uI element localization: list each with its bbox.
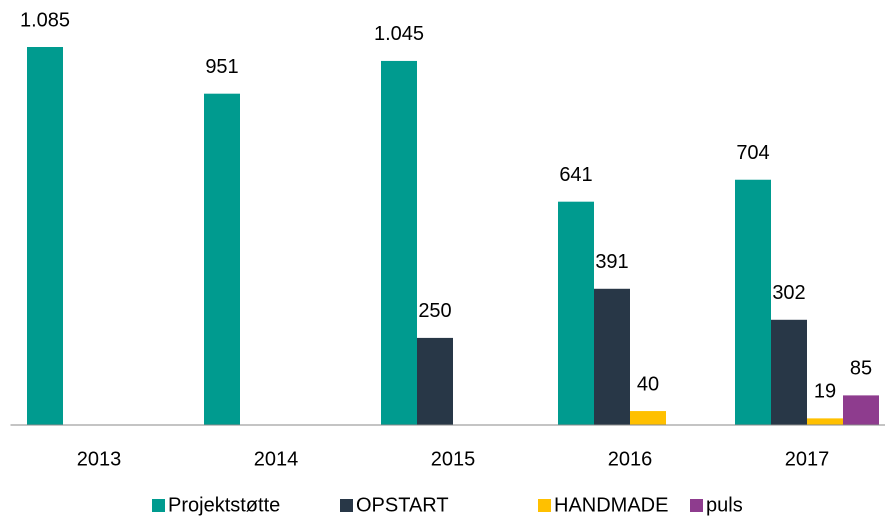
data-label: 250 — [418, 300, 451, 322]
bar — [771, 319, 807, 425]
data-label: 1.045 — [374, 23, 424, 45]
bar — [594, 288, 630, 425]
data-label: 704 — [736, 142, 769, 164]
legend-label: HANDMADE — [554, 494, 668, 516]
bar — [381, 60, 417, 425]
x-tick-label: 2015 — [431, 448, 476, 470]
bar — [735, 179, 771, 425]
legend-label: Projektstøtte — [168, 494, 280, 516]
data-label: 1.085 — [20, 9, 70, 31]
legend-swatch — [340, 499, 353, 512]
data-label: 641 — [559, 164, 592, 186]
x-tick-label: 2014 — [254, 448, 299, 470]
bar — [807, 418, 843, 425]
bar — [630, 411, 666, 425]
x-tick-label: 2013 — [77, 448, 122, 470]
bar — [843, 395, 879, 425]
data-label: 40 — [637, 373, 659, 395]
legend-label: puls — [706, 494, 743, 516]
legend-swatch — [690, 499, 703, 512]
bar — [558, 201, 594, 425]
legend-label: OPSTART — [356, 494, 449, 516]
data-label: 85 — [850, 358, 872, 380]
x-tick-label: 2016 — [608, 448, 653, 470]
bar — [204, 93, 240, 425]
legend-swatch — [538, 499, 551, 512]
data-label: 302 — [772, 282, 805, 304]
data-label: 19 — [814, 381, 836, 403]
bar — [417, 337, 453, 425]
bar — [27, 47, 63, 425]
data-label: 951 — [205, 56, 238, 78]
data-label: 391 — [595, 251, 628, 273]
x-tick-label: 2017 — [785, 448, 830, 470]
legend-swatch — [152, 499, 165, 512]
